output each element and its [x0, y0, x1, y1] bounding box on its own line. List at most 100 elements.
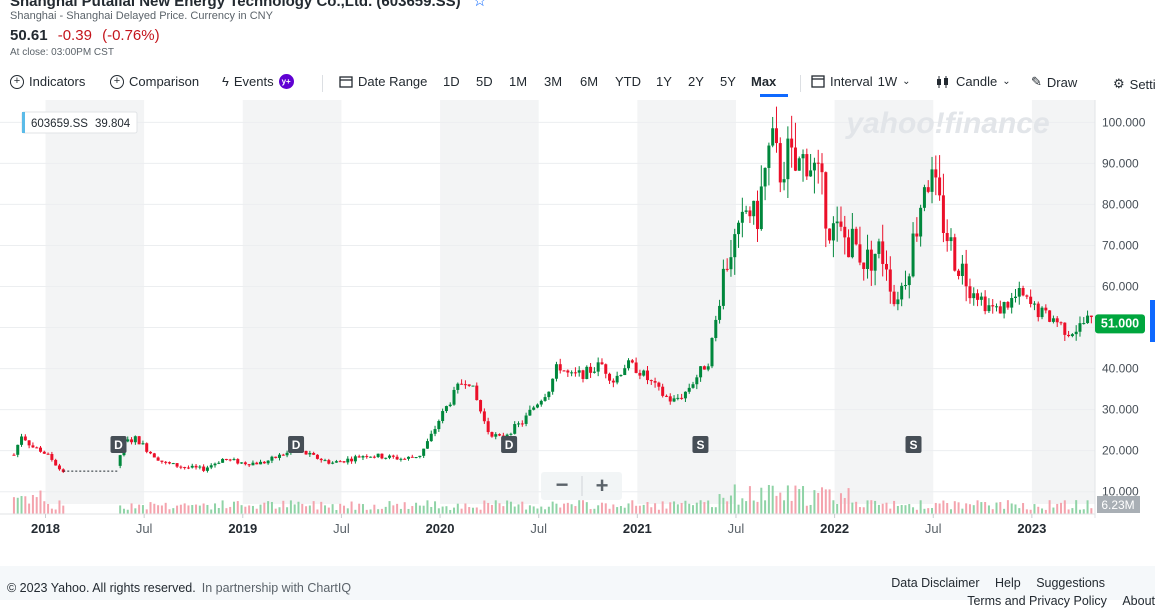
- interval-dropdown[interactable]: Interval 1W ⌄: [811, 74, 911, 89]
- range-max[interactable]: Max: [751, 74, 777, 89]
- candle-body: [831, 223, 835, 241]
- candle-body: [323, 460, 327, 462]
- candle-body: [786, 138, 790, 180]
- chart-area[interactable]: yahoo!finance 10.00020.00030.00040.00050…: [0, 100, 1155, 518]
- candle-body: [1010, 298, 1014, 308]
- comparison-button[interactable]: + Comparison: [110, 74, 199, 89]
- candle-body: [995, 306, 999, 308]
- volume-bar: [824, 489, 827, 514]
- candle-body: [202, 466, 206, 471]
- help-link[interactable]: Help: [994, 576, 1021, 590]
- zoom-out-button[interactable]: −: [556, 472, 569, 497]
- x-tick-label: 2021: [623, 521, 652, 536]
- candle-body: [262, 461, 266, 464]
- candle-body: [577, 370, 581, 373]
- volume-bar: [35, 497, 38, 514]
- volume-bar: [817, 492, 820, 514]
- event-marker-bg: [110, 436, 127, 453]
- volume-bar: [904, 505, 907, 514]
- candle-body: [524, 415, 528, 424]
- scroll-handle[interactable]: [1150, 300, 1155, 342]
- candle-body: [805, 154, 809, 177]
- indicators-button[interactable]: + Indicators: [10, 74, 85, 89]
- x-tick-label: 2023: [1017, 521, 1046, 536]
- chart-toolbar: + Indicators + Comparison ϟ Events y+ Da…: [10, 72, 1155, 97]
- shaded-period: [45, 100, 145, 504]
- volume-bar: [673, 501, 676, 514]
- volume-bar: [195, 504, 198, 514]
- candle-body: [649, 380, 653, 382]
- zoom-in-button[interactable]: +: [596, 473, 609, 498]
- volume-bar: [775, 495, 778, 514]
- candle-body: [566, 370, 570, 373]
- volume-bar: [984, 502, 987, 514]
- volume-bar: [604, 503, 607, 514]
- volume-bar: [240, 505, 243, 514]
- volume-bar: [365, 509, 368, 514]
- candle-body: [353, 456, 357, 462]
- candle-body: [919, 207, 923, 237]
- volume-bar: [798, 489, 801, 514]
- candle-body: [676, 397, 680, 399]
- range-1m[interactable]: 1M: [509, 74, 528, 89]
- candle-body: [964, 263, 968, 287]
- volume-bar: [1037, 506, 1040, 514]
- x-axis-label-group: 2018 Jul 2019 Jul 2020 Jul 2021 Jul 2022 Jul 2023: [31, 521, 1046, 536]
- volume-bar: [862, 507, 865, 514]
- price-chart[interactable]: yahoo!finance 10.00020.00030.00040.00050…: [0, 100, 1155, 518]
- volume-bar: [1010, 503, 1013, 514]
- candle-body: [475, 385, 479, 401]
- candle-body: [873, 253, 877, 271]
- candle-body: [968, 286, 972, 299]
- volume-bar: [456, 503, 459, 514]
- volume-bar: [225, 508, 228, 514]
- range-5y[interactable]: 5Y: [720, 74, 736, 89]
- candle-body: [653, 381, 657, 383]
- y-tick-label: 20.000: [1102, 444, 1139, 458]
- volume-bar: [748, 486, 751, 514]
- volume-bar: [453, 507, 456, 514]
- footer-links: Data Disclaimer Help Suggestions: [879, 576, 1105, 590]
- candles: [12, 106, 1093, 473]
- range-2y[interactable]: 2Y: [688, 74, 704, 89]
- range-3m[interactable]: 3M: [544, 74, 563, 89]
- volume-bar: [923, 508, 926, 514]
- about-link[interactable]: About: [1122, 594, 1155, 608]
- volume-bar: [293, 504, 296, 514]
- terms-link[interactable]: Terms and Privacy Policy: [967, 594, 1107, 608]
- volume-bar: [908, 504, 911, 514]
- y-tick-label: 70.000: [1102, 238, 1139, 252]
- range-5d[interactable]: 5D: [476, 74, 493, 89]
- volume-bar: [320, 501, 323, 514]
- candle-body: [278, 454, 282, 458]
- range-6m[interactable]: 6M: [580, 74, 599, 89]
- volume-bar: [464, 503, 467, 514]
- date-range-button[interactable]: Date Range: [339, 74, 427, 89]
- event-marker-label: S: [910, 438, 918, 452]
- candle-body: [623, 368, 627, 376]
- volume-bar: [286, 507, 289, 514]
- volume-bar: [900, 504, 903, 514]
- y-tick-label: 90.000: [1102, 156, 1139, 170]
- data-disclaimer-link[interactable]: Data Disclaimer: [891, 576, 980, 590]
- volume-bar: [479, 509, 482, 514]
- settings-button[interactable]: ⚙ Settings: [1113, 76, 1155, 92]
- star-icon[interactable]: ☆: [472, 0, 487, 10]
- range-ytd[interactable]: YTD: [615, 74, 641, 89]
- chart-type-dropdown[interactable]: Candle ⌄: [935, 74, 1011, 89]
- range-1d[interactable]: 1D: [443, 74, 460, 89]
- legend-symbol: 603659.SS: [31, 118, 88, 130]
- candle-body: [573, 372, 577, 374]
- range-1y[interactable]: 1Y: [656, 74, 672, 89]
- volume-bar: [50, 508, 53, 514]
- volume-bar: [972, 505, 975, 514]
- events-button[interactable]: ϟ Events y+: [222, 74, 294, 89]
- volume-bar: [722, 497, 725, 514]
- candle-body: [687, 387, 691, 392]
- volume-bar: [650, 507, 653, 514]
- suggestions-link[interactable]: Suggestions: [1036, 576, 1105, 590]
- volume-bar: [915, 509, 918, 514]
- draw-button[interactable]: ✎ Draw: [1031, 74, 1077, 90]
- candle-body: [391, 455, 395, 457]
- volume-bar: [980, 502, 983, 514]
